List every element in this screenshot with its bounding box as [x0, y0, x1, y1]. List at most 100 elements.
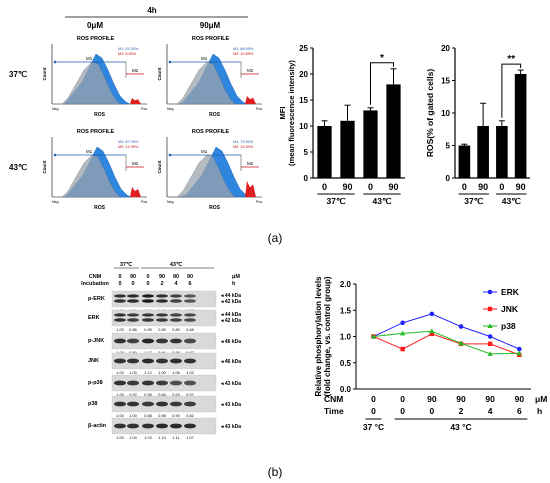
- blot-band-name: β-actin: [88, 423, 107, 429]
- bar-y-tick-label: 15: [299, 96, 308, 105]
- series-point: [517, 346, 522, 352]
- blot-membrane: [111, 290, 217, 308]
- bar-y-tick-label: 20: [299, 70, 308, 79]
- series-point: [458, 324, 464, 329]
- blot-band: [184, 358, 196, 364]
- stat-m1: M1: 87.05%: [118, 140, 139, 144]
- blot-kda-label: ◂ 43 kDa: [220, 402, 241, 408]
- blot-band: [127, 299, 139, 303]
- series-point: [400, 330, 406, 336]
- blot-quant-value: 1.14: [158, 436, 165, 440]
- series-point: [400, 320, 405, 326]
- blot-quant-value: 1.00: [116, 414, 123, 418]
- blot-row: p-p38 1.00 0.92 0.96 0.84 0.63 0.57 ◂ 43 kDa: [88, 374, 241, 397]
- x-row-time-value: 2: [459, 406, 464, 416]
- blot-quant-value: 1.00: [129, 414, 136, 418]
- gate-m2-label: M2: [132, 161, 139, 166]
- blot-band: [156, 401, 168, 407]
- blot-band: [184, 313, 196, 317]
- blot-membrane: [111, 309, 217, 327]
- legend-entry: JNK: [483, 304, 519, 314]
- series-point: [400, 346, 405, 352]
- blot-kda-label: ◂ 42 kDa: [220, 318, 241, 324]
- series-point: [370, 333, 377, 339]
- blot-band: [142, 294, 154, 298]
- flow-ylabel: Count: [42, 67, 47, 80]
- blot-quant-value: 0.84: [158, 393, 165, 397]
- blot-cnm-value: 90: [173, 274, 179, 280]
- blot-band: [127, 313, 139, 317]
- stat-m2: M2: 12.95%: [118, 145, 139, 149]
- blot-quant-value: 0.95: [144, 328, 151, 332]
- blot-band: [170, 294, 182, 298]
- blot-quant-value: 1.06: [172, 371, 179, 375]
- gate-m1-handle: [53, 60, 57, 64]
- col-label-0um: 0μM: [87, 21, 103, 30]
- flow-tick-neg: Neg.: [52, 200, 59, 204]
- line-ylabel: Relative phosphorylation levels: [314, 276, 323, 397]
- blot-band: [142, 318, 154, 322]
- bar-category-label: 90: [478, 182, 488, 192]
- blot-band: [184, 380, 196, 386]
- stat-m1: M1: 88.95%: [233, 47, 254, 51]
- series-point: [429, 328, 435, 334]
- series-point: [487, 351, 493, 356]
- blot-quant-value: 0.57: [186, 393, 193, 397]
- bar-ylabel: MFI: [278, 107, 287, 120]
- bar-y-tick-label: 0: [304, 174, 309, 183]
- blot-band: [114, 318, 126, 322]
- gate-m1-handle: [168, 153, 172, 157]
- blot-inc-value: 0: [146, 281, 149, 287]
- blot-inc-value: 2: [160, 281, 163, 287]
- flow-histogram: ROS PROFILE Count ROS Neg. Pos. M1 M2 M1: 91.05…: [42, 36, 148, 118]
- bar-ylabel-sub: (mean fluorescence intensity): [287, 60, 296, 166]
- time-label: 4h: [147, 6, 156, 15]
- blot-band-name: p-JNK: [88, 338, 104, 344]
- flow-tick-neg: Neg.: [167, 107, 174, 111]
- bar-y-tick-label: 25: [299, 44, 308, 53]
- x-row-cnm-value: 90: [456, 394, 466, 404]
- x-group-label: 43 °C: [450, 422, 471, 432]
- blot-band: [142, 358, 154, 364]
- blot-cnm-value: 90: [130, 274, 136, 280]
- x-row-time-value: 4: [488, 406, 493, 416]
- bar-y-tick-label: 20: [441, 44, 450, 53]
- bar-category-label: 90: [388, 182, 398, 192]
- blot-cnm-value: 90: [187, 274, 193, 280]
- blot-quant-value: 0.63: [172, 393, 179, 397]
- x-row-time-value: 6: [517, 406, 522, 416]
- blot-band: [114, 313, 126, 317]
- blot-band: [114, 338, 126, 344]
- blot-band: [114, 380, 126, 386]
- x-row-time-value: 0: [429, 406, 434, 416]
- mfi-bar-chart: 0 5 10 15 20 25 MFI (mean fluorescence intensit…: [278, 44, 405, 206]
- blot-cnm-value: 90: [159, 274, 165, 280]
- blot-quant-value: 1.11: [172, 436, 179, 440]
- flow-plot-title: ROS PROFILE: [192, 129, 230, 135]
- blot-inc-value: 6: [188, 281, 191, 287]
- blot-band: [127, 401, 139, 407]
- blot-inc-value: 0: [131, 281, 134, 287]
- gate-m2-label: M2: [247, 161, 254, 166]
- flow-xlabel: ROS: [94, 112, 106, 118]
- bar-category-label: 90: [342, 182, 352, 192]
- significance-bracket: [370, 62, 394, 105]
- flow-histogram: ROS PROFILE Count ROS Neg. Pos. M1 M2 M1: 88.95…: [157, 36, 263, 118]
- flow-tick-pos: Pos.: [141, 107, 148, 111]
- gate-m2-label: M2: [132, 68, 139, 73]
- flow-histogram-control: [61, 154, 121, 198]
- blot-row: β-actin 1.00 1.04 1.03 1.14 1.11 1.07 ◂ 43 kDa: [88, 417, 241, 440]
- bar-group-label: 43℃: [372, 196, 391, 206]
- bar-y-tick-label: 5: [446, 142, 451, 151]
- series-point: [487, 341, 493, 347]
- blot-band: [170, 401, 182, 407]
- line-y-tick-label: 2.0: [340, 280, 352, 289]
- blot-band: [184, 401, 196, 407]
- blot-row: JNK 1.00 1.00 1.12 1.00 1.06 1.02 ◂ 46 kDa: [88, 352, 241, 375]
- blot-band: [156, 358, 168, 364]
- blot-cnm-value: 0: [118, 274, 121, 280]
- legend-label: JNK: [501, 304, 519, 314]
- blot-inc-value: 0: [118, 281, 121, 287]
- blot-temp-37: 37℃: [120, 261, 133, 268]
